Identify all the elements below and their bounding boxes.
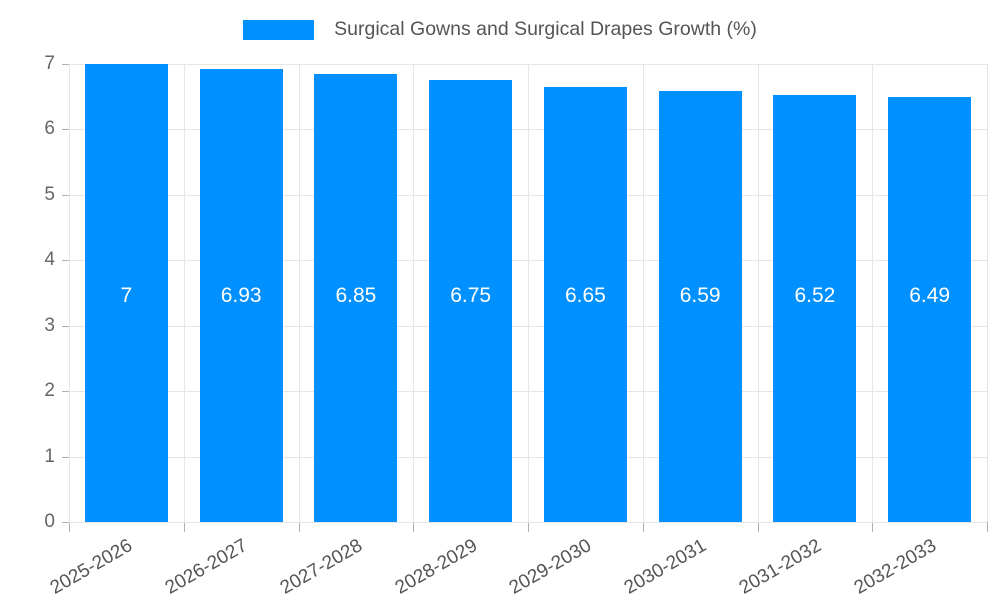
gridline-vertical [69, 64, 70, 522]
x-axis-tick-label: 2027-2028 [276, 535, 366, 599]
gridline-vertical [183, 64, 185, 522]
y-axis-tick-label: 3 [44, 314, 55, 336]
y-axis-tick-label: 7 [44, 53, 55, 74]
bar-value-label: 6.85 [335, 284, 377, 307]
y-axis-tick-label: 2 [44, 380, 55, 402]
bar[interactable] [199, 68, 283, 522]
gridline-vertical [298, 64, 300, 522]
gridline-vertical [987, 64, 988, 522]
y-axis-tick-label: 1 [44, 445, 55, 467]
x-axis-tick [872, 523, 874, 532]
bar[interactable] [314, 73, 398, 522]
bar[interactable] [658, 90, 742, 522]
gridline-vertical [872, 64, 874, 522]
bar-value-label: 6.49 [909, 284, 951, 307]
gridline-vertical [413, 64, 415, 522]
gridline-vertical [642, 64, 644, 522]
x-axis-tick [183, 523, 185, 532]
x-axis-tick [69, 523, 70, 532]
gridline-horizontal [69, 522, 987, 523]
y-axis-tick-label: 6 [44, 118, 55, 140]
bar-value-label: 6.65 [564, 284, 606, 307]
x-axis-tick [528, 523, 529, 532]
chart-legend: Surgical Gowns and Surgical Drapes Growt… [0, 10, 1000, 50]
legend-item[interactable]: Surgical Gowns and Surgical Drapes Growt… [243, 20, 757, 40]
bar[interactable] [84, 64, 168, 522]
bar-value-label: 6.52 [794, 284, 836, 307]
bar-value-label: 6.93 [220, 284, 262, 307]
x-axis-tick [757, 523, 759, 532]
x-axis-tick-label: 2025-2026 [47, 535, 137, 599]
y-axis-tick [62, 64, 69, 65]
y-axis-tick [62, 456, 69, 458]
y-axis-tick [62, 325, 69, 327]
y-axis-tick [62, 522, 69, 523]
bar-value-label: 6.59 [679, 284, 721, 307]
x-axis-tick [642, 523, 644, 532]
y-axis-tick-label: 4 [44, 249, 55, 271]
x-axis-tick-label: 2028-2029 [391, 535, 481, 599]
legend-color-swatch [243, 20, 315, 40]
y-axis-tick [62, 129, 69, 131]
y-axis-tick-label: 0 [44, 511, 55, 532]
x-axis-tick-label: 2031-2032 [735, 535, 825, 599]
bar[interactable] [543, 86, 627, 522]
x-axis-tick-label: 2030-2031 [620, 535, 711, 599]
bar[interactable] [429, 80, 513, 522]
x-axis-tick-label: 2029-2030 [506, 535, 596, 599]
bar-value-label: 6.75 [450, 284, 492, 307]
x-axis-tick [413, 523, 415, 532]
x-axis-tick-label: 2032-2033 [850, 535, 940, 599]
bar[interactable] [773, 95, 857, 522]
plot-area [69, 64, 988, 523]
y-axis-tick [62, 260, 69, 262]
x-axis-tick [298, 523, 300, 532]
y-axis-tick [62, 194, 69, 196]
gridline-vertical [757, 64, 759, 522]
x-axis-tick-label: 2026-2027 [161, 535, 252, 599]
x-axis-tick [987, 523, 988, 532]
y-axis-tick [62, 391, 69, 393]
legend-label: Surgical Gowns and Surgical Drapes Growt… [334, 18, 757, 41]
bar[interactable] [888, 97, 972, 522]
bar-value-label: 7 [120, 284, 133, 307]
gridline-vertical [528, 64, 529, 522]
y-axis-tick-label: 5 [44, 183, 55, 205]
